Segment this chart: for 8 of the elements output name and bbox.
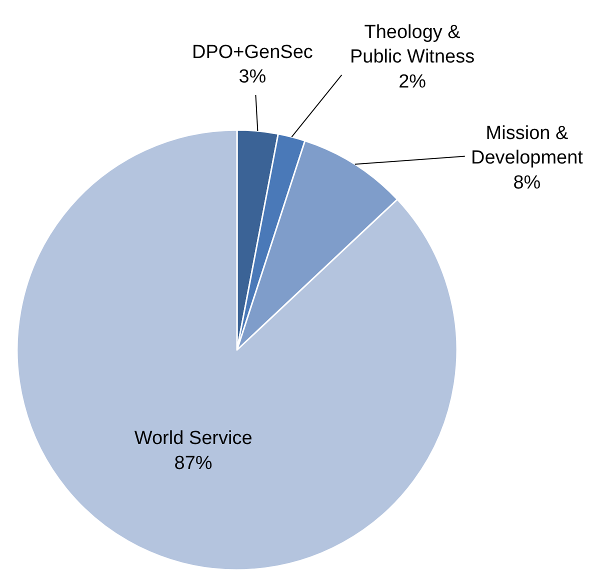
data-label: 3% (238, 66, 266, 88)
slice-label: Theology & Public Witness (350, 22, 475, 68)
slice-label: DPO+GenSec (192, 42, 313, 63)
data-label: 2% (398, 71, 426, 92)
data-label: 8% (513, 172, 541, 194)
data-label: 87% (174, 452, 212, 474)
slice-label: Mission & Development (471, 123, 584, 169)
slice-label: World Service (134, 428, 252, 450)
